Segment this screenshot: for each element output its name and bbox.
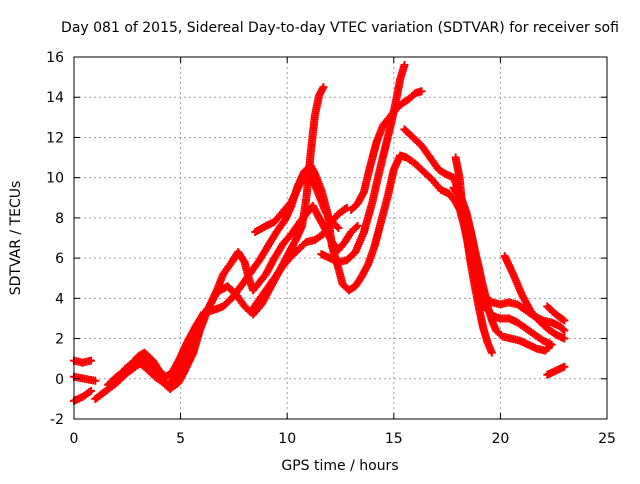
series-trace-14 (500, 252, 569, 343)
data-point (353, 221, 362, 230)
y-tick-label: 0 (55, 372, 64, 388)
y-tick-label: -2 (50, 412, 64, 428)
y-tick-label: 12 (46, 130, 64, 146)
series-trace-7 (249, 83, 328, 319)
data-point (545, 342, 554, 351)
series-trace-16 (543, 362, 569, 379)
data-point (487, 348, 496, 357)
data-point (558, 325, 567, 334)
series-trace-3 (70, 386, 96, 405)
x-tick-label: 10 (278, 431, 296, 447)
data-point (560, 326, 569, 335)
data-point (91, 376, 100, 385)
x-tick-label: 0 (70, 431, 79, 447)
series-trace-10 (347, 87, 426, 214)
data-point (332, 222, 341, 231)
y-tick-label: 2 (55, 332, 64, 348)
data-point (319, 83, 328, 92)
y-tick-label: 16 (46, 50, 64, 66)
y-tick-label: 10 (46, 171, 64, 187)
series-trace-11 (400, 125, 554, 355)
chart-title: Day 081 of 2015, Sidereal Day-to-day VTE… (61, 20, 619, 36)
x-tick-label: 25 (598, 431, 616, 447)
series-trace-15 (543, 302, 569, 325)
data-point (544, 343, 553, 352)
series-trace-9 (317, 61, 409, 267)
data-point (560, 362, 569, 371)
data-point (87, 356, 96, 365)
data-point (560, 334, 569, 343)
plot-frame (73, 56, 608, 420)
x-tick-label: 5 (176, 431, 185, 447)
x-tick-label: 20 (491, 431, 509, 447)
data-point (400, 61, 409, 70)
y-tick-label: 14 (46, 90, 64, 106)
y-tick-label: 6 (55, 251, 64, 267)
data-marks (70, 61, 569, 405)
x-tick-label: 15 (385, 431, 403, 447)
data-point (87, 386, 96, 395)
data-point (351, 223, 360, 232)
y-tick-label: 4 (55, 291, 64, 307)
data-point (417, 87, 426, 96)
series-trace-5 (104, 151, 556, 389)
series-trace-13 (451, 153, 496, 357)
x-axis-label: GPS time / hours (281, 458, 398, 474)
series-trace-1 (70, 356, 96, 367)
series-trace-8 (251, 167, 343, 236)
data-point (560, 316, 569, 325)
data-point (334, 223, 343, 232)
y-axis-label: SDTVAR / TECUs (8, 181, 24, 296)
axis-ticks: 0 5 10 15 20 25 -2 0 2 4 6 8 10 12 14 16 (46, 50, 616, 447)
y-tick-label: 8 (55, 211, 64, 227)
